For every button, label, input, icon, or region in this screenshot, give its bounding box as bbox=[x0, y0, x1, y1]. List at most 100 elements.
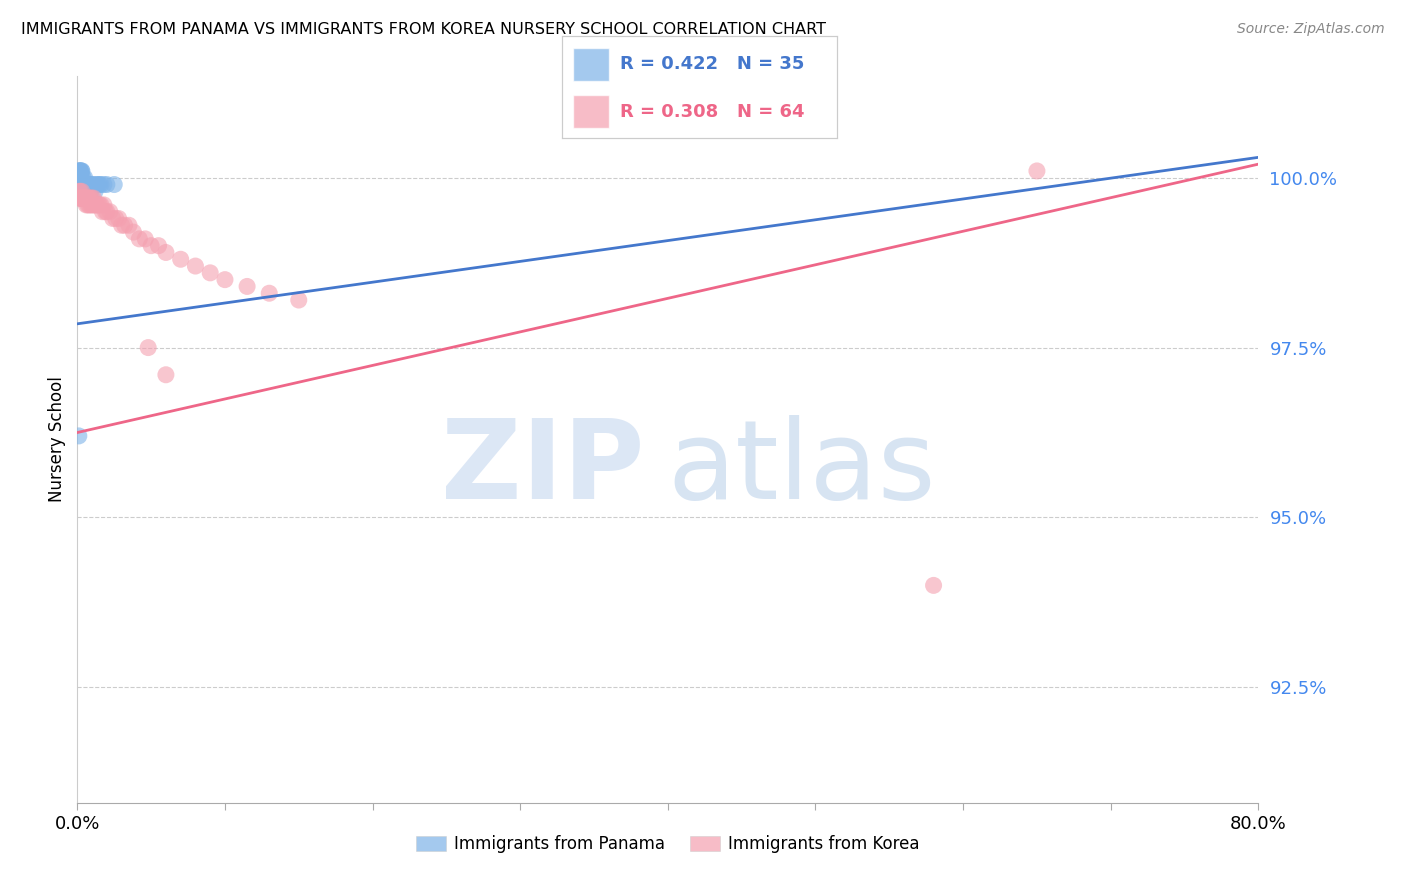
Text: R = 0.308   N = 64: R = 0.308 N = 64 bbox=[620, 103, 804, 120]
Point bbox=[93, 198, 115, 212]
FancyBboxPatch shape bbox=[574, 95, 609, 128]
Point bbox=[76, 191, 98, 205]
Point bbox=[79, 178, 101, 192]
Point bbox=[259, 286, 281, 301]
Point bbox=[114, 219, 136, 233]
Point bbox=[73, 178, 96, 192]
Point bbox=[90, 178, 112, 192]
Point bbox=[184, 259, 207, 273]
Point bbox=[75, 178, 97, 192]
Point bbox=[70, 191, 93, 205]
Point bbox=[69, 170, 91, 185]
Point bbox=[70, 191, 93, 205]
Point bbox=[82, 198, 104, 212]
Point bbox=[79, 191, 101, 205]
Point bbox=[73, 191, 96, 205]
Point bbox=[141, 238, 163, 252]
Point bbox=[111, 219, 132, 233]
Point bbox=[91, 204, 114, 219]
Point bbox=[236, 279, 259, 293]
Point bbox=[79, 184, 101, 198]
Point bbox=[76, 191, 98, 205]
Point bbox=[72, 170, 94, 185]
Point bbox=[86, 198, 108, 212]
Legend: Immigrants from Panama, Immigrants from Korea: Immigrants from Panama, Immigrants from … bbox=[409, 829, 927, 860]
Point bbox=[69, 164, 91, 178]
Point bbox=[75, 178, 97, 192]
Point bbox=[77, 198, 100, 212]
Point bbox=[104, 211, 127, 226]
Point bbox=[76, 178, 98, 192]
Point bbox=[70, 178, 93, 192]
Point bbox=[69, 164, 91, 178]
Point bbox=[122, 225, 145, 239]
Point bbox=[69, 191, 91, 205]
Point bbox=[73, 191, 96, 205]
Point bbox=[155, 368, 177, 382]
Point bbox=[1026, 164, 1049, 178]
Point bbox=[83, 191, 105, 205]
Point bbox=[90, 198, 112, 212]
Point bbox=[72, 191, 94, 205]
Point bbox=[103, 178, 125, 192]
Point bbox=[136, 341, 159, 355]
Point bbox=[922, 578, 945, 592]
Point bbox=[118, 219, 141, 233]
Text: R = 0.422   N = 35: R = 0.422 N = 35 bbox=[620, 55, 804, 73]
Point bbox=[84, 198, 107, 212]
Point bbox=[67, 191, 90, 205]
Point bbox=[83, 178, 105, 192]
Point bbox=[93, 178, 115, 192]
Point bbox=[67, 164, 90, 178]
Point bbox=[134, 232, 156, 246]
Point bbox=[72, 191, 94, 205]
Point bbox=[87, 198, 110, 212]
Point bbox=[70, 191, 93, 205]
Point bbox=[75, 191, 97, 205]
Point bbox=[69, 164, 91, 178]
Point bbox=[72, 178, 94, 192]
Point bbox=[70, 164, 93, 178]
Point bbox=[67, 164, 90, 178]
Point bbox=[72, 191, 94, 205]
Point bbox=[87, 178, 110, 192]
Point bbox=[79, 198, 101, 212]
Text: ZIP: ZIP bbox=[441, 415, 644, 522]
Text: atlas: atlas bbox=[668, 415, 936, 522]
Point bbox=[84, 184, 107, 198]
Point bbox=[73, 191, 96, 205]
Point bbox=[75, 191, 97, 205]
Point bbox=[70, 184, 93, 198]
Point bbox=[82, 191, 104, 205]
Point bbox=[70, 164, 93, 178]
Point bbox=[148, 238, 170, 252]
Point bbox=[89, 198, 111, 212]
Point bbox=[77, 191, 100, 205]
Point bbox=[72, 184, 94, 198]
Point bbox=[76, 198, 98, 212]
Text: Source: ZipAtlas.com: Source: ZipAtlas.com bbox=[1237, 22, 1385, 37]
Point bbox=[67, 178, 90, 192]
Point bbox=[170, 252, 193, 267]
Point bbox=[96, 178, 118, 192]
Point bbox=[73, 178, 96, 192]
Point bbox=[200, 266, 222, 280]
Text: IMMIGRANTS FROM PANAMA VS IMMIGRANTS FROM KOREA NURSERY SCHOOL CORRELATION CHART: IMMIGRANTS FROM PANAMA VS IMMIGRANTS FRO… bbox=[21, 22, 827, 37]
Point bbox=[94, 204, 117, 219]
Point bbox=[72, 191, 94, 205]
Point bbox=[214, 273, 236, 287]
Y-axis label: Nursery School: Nursery School bbox=[48, 376, 66, 502]
Point bbox=[107, 211, 129, 226]
Point bbox=[83, 198, 105, 212]
Point bbox=[73, 170, 96, 185]
Point bbox=[98, 204, 121, 219]
Point bbox=[82, 178, 104, 192]
Point bbox=[67, 429, 90, 443]
Point bbox=[89, 178, 111, 192]
Point bbox=[288, 293, 311, 307]
Point bbox=[86, 178, 108, 192]
FancyBboxPatch shape bbox=[574, 48, 609, 81]
Point bbox=[101, 211, 124, 226]
Point bbox=[96, 204, 118, 219]
Point bbox=[128, 232, 150, 246]
